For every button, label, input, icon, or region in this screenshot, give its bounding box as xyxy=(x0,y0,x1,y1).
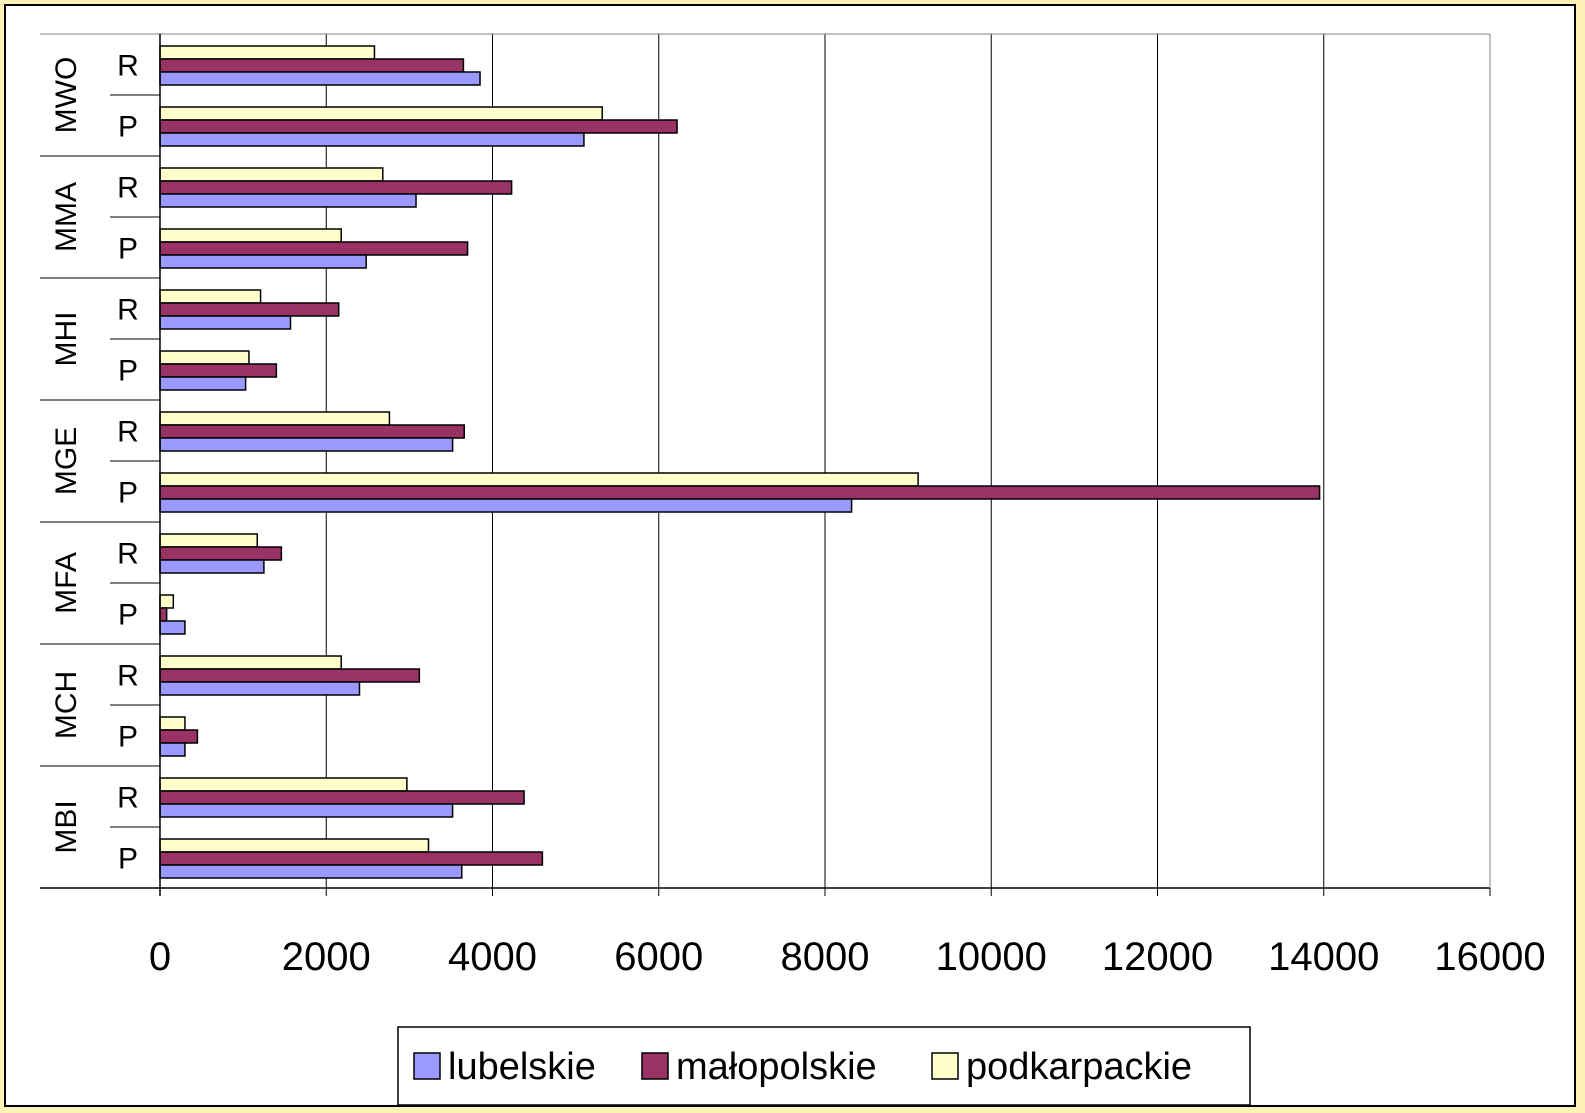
bar-lubelskie xyxy=(159,742,186,757)
x-tick-label: 0 xyxy=(149,935,171,979)
bar-podkarpackie xyxy=(159,594,175,609)
bar-małopolskie xyxy=(159,851,544,866)
bar-małopolskie xyxy=(159,119,678,134)
bars xyxy=(159,45,1321,879)
bar-małopolskie xyxy=(159,302,340,317)
group-label: MGE xyxy=(50,427,83,495)
bar-podkarpackie xyxy=(159,533,259,548)
legend-box xyxy=(397,1026,1251,1106)
bar-lubelskie xyxy=(159,132,585,147)
legend-label: lubelskie xyxy=(448,1046,596,1088)
group-label: MWO xyxy=(50,57,83,134)
bar-lubelskie xyxy=(159,193,417,208)
bar-podkarpackie xyxy=(159,45,376,60)
bar-podkarpackie xyxy=(159,411,391,426)
row-label: P xyxy=(118,843,138,876)
row-label: R xyxy=(117,538,139,571)
bar-podkarpackie xyxy=(159,838,430,853)
row-label: P xyxy=(118,721,138,754)
x-tick-label: 8000 xyxy=(781,935,870,979)
bar-małopolskie xyxy=(159,607,168,622)
row-label: P xyxy=(118,355,138,388)
bar-podkarpackie xyxy=(159,655,342,670)
bar-małopolskie xyxy=(159,180,513,195)
bar-lubelskie xyxy=(159,437,454,452)
x-tick-label: 12000 xyxy=(1102,935,1213,979)
bar-lubelskie xyxy=(159,254,367,269)
bar-lubelskie xyxy=(159,71,481,86)
legend-label: małopolskie xyxy=(676,1046,877,1088)
group-label: MFA xyxy=(50,552,83,614)
bar-lubelskie xyxy=(159,315,292,330)
bar-lubelskie xyxy=(159,620,186,635)
bar-lubelskie xyxy=(159,498,853,513)
bar-lubelskie xyxy=(159,376,247,391)
bar-podkarpackie xyxy=(159,472,919,487)
row-label: P xyxy=(118,233,138,266)
row-label: R xyxy=(117,294,139,327)
group-label: MBI xyxy=(50,800,83,853)
x-tick-label: 16000 xyxy=(1434,935,1545,979)
bar-podkarpackie xyxy=(159,228,342,243)
bar-podkarpackie xyxy=(159,167,384,182)
legend-swatch xyxy=(413,1052,441,1080)
row-label: R xyxy=(117,172,139,205)
row-label: P xyxy=(118,599,138,632)
legend-swatch xyxy=(641,1052,669,1080)
bar-małopolskie xyxy=(159,241,469,256)
x-tick-label: 2000 xyxy=(282,935,371,979)
bar-podkarpackie xyxy=(159,716,186,731)
legend: lubelskie małopolskie podkarpackie xyxy=(397,1026,1251,1106)
x-tick-label: 14000 xyxy=(1268,935,1379,979)
row-label: R xyxy=(117,660,139,693)
legend-label: podkarpackie xyxy=(966,1046,1192,1088)
gridlines xyxy=(325,34,1491,888)
bar-małopolskie xyxy=(159,424,465,439)
group-label: MHI xyxy=(50,312,83,367)
bar-lubelskie xyxy=(159,803,454,818)
group-label: MMA xyxy=(50,182,83,252)
x-tick-label: 6000 xyxy=(614,935,703,979)
bar-podkarpackie xyxy=(159,289,262,304)
bar-podkarpackie xyxy=(159,106,603,121)
bar-lubelskie xyxy=(159,864,463,879)
bar-małopolskie xyxy=(159,668,421,683)
bar-lubelskie xyxy=(159,559,265,574)
row-label: R xyxy=(117,782,139,815)
bar-małopolskie xyxy=(159,790,525,805)
row-label: R xyxy=(117,50,139,83)
group-label: MCH xyxy=(50,671,83,739)
bar-podkarpackie xyxy=(159,777,408,792)
row-label: P xyxy=(118,477,138,510)
row-label: R xyxy=(117,416,139,449)
legend-swatch xyxy=(931,1052,959,1080)
bar-małopolskie xyxy=(159,546,283,561)
row-label: P xyxy=(118,111,138,144)
bar-małopolskie xyxy=(159,485,1321,500)
bar-małopolskie xyxy=(159,363,278,378)
axes: 0 2000 4000 6000 8000 10000 12000 14000 16000 xyxy=(40,33,1546,979)
bar-podkarpackie xyxy=(159,350,250,365)
bar-małopolskie xyxy=(159,58,465,73)
bar-małopolskie xyxy=(159,729,199,744)
x-tick-label: 10000 xyxy=(936,935,1047,979)
x-tick-label: 4000 xyxy=(448,935,537,979)
bar-lubelskie xyxy=(159,681,361,696)
